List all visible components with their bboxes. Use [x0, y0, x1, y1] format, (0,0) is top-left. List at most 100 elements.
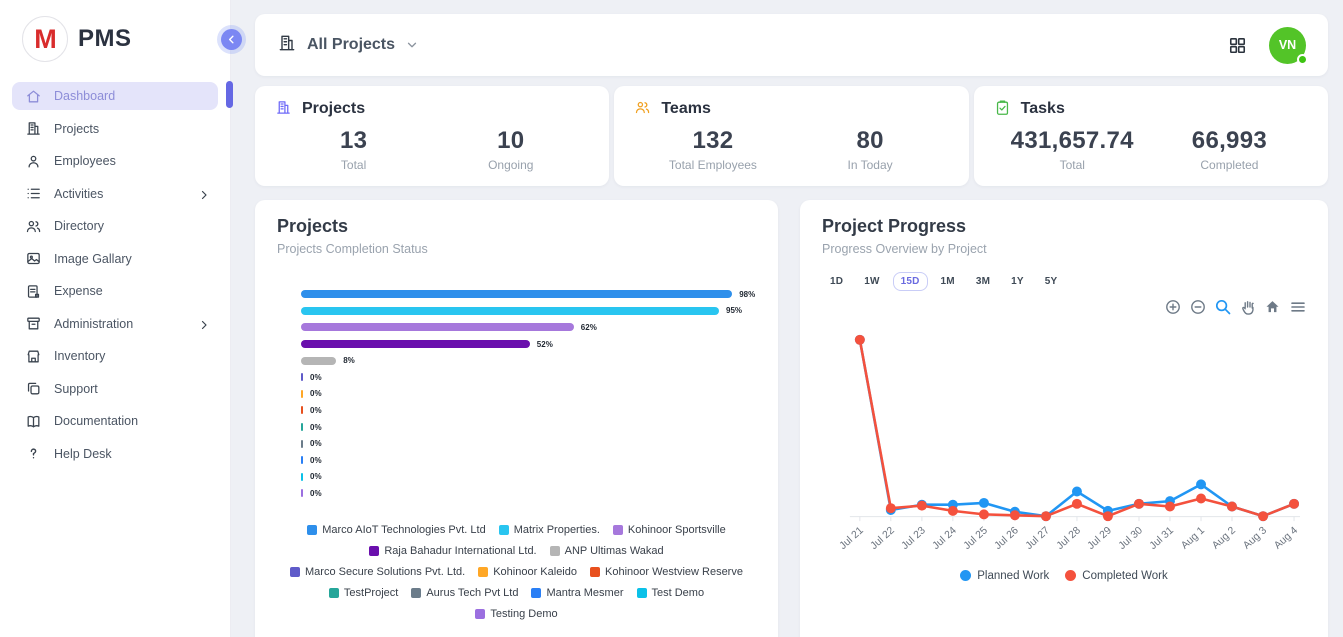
line-chart-legend: Planned Work Completed Work: [822, 570, 1306, 582]
bar-chart-legend: Marco AIoT Technologies Pvt. Ltd Matrix P…: [277, 524, 756, 620]
sidebar-item-help-desk[interactable]: Help Desk: [12, 440, 218, 468]
bar[interactable]: [301, 340, 530, 349]
legend-item-marco-secure-solutions-pvt-ltd[interactable]: Marco Secure Solutions Pvt. Ltd.: [290, 566, 465, 578]
svg-text:Aug 1: Aug 1: [1179, 525, 1207, 552]
stat-card-header: Teams: [634, 99, 948, 118]
legend-item-marco-aiot-technologies-pvt-ltd[interactable]: Marco AIoT Technologies Pvt. Ltd: [307, 524, 486, 536]
bar[interactable]: [301, 423, 303, 432]
legend-item-planned-work[interactable]: Planned Work: [960, 570, 1049, 582]
sidebar-item-label: Support: [54, 381, 98, 396]
legend-label: TestProject: [343, 586, 399, 599]
stat-card-teams: Teams 132 Total Employees 80 In Today: [614, 86, 969, 186]
stats-row: Projects 13 Total 10 Ongoing Teams 132 Total Em…: [255, 86, 1328, 186]
svg-text:Jul 26: Jul 26: [993, 525, 1021, 552]
sidebar-item-label: Documentation: [54, 414, 139, 428]
timeframe-1d[interactable]: 1D: [822, 272, 851, 291]
sidebar-item-label: Inventory: [54, 349, 106, 363]
sidebar-item-documentation[interactable]: Documentation: [12, 407, 218, 435]
apps-grid-icon[interactable]: [1228, 36, 1247, 55]
metric-value: 132: [692, 127, 734, 154]
menu-icon[interactable]: [1290, 299, 1306, 315]
svg-text:Jul 24: Jul 24: [931, 525, 959, 552]
sidebar-item-label: Projects: [54, 121, 100, 136]
avatar[interactable]: VN: [1269, 26, 1308, 65]
legend-item-mantra-mesmer[interactable]: Mantra Mesmer: [531, 586, 624, 599]
zoom-out-icon[interactable]: [1190, 299, 1206, 315]
timeframe-1m[interactable]: 1M: [933, 272, 963, 291]
sidebar-item-label: Dashboard: [54, 89, 116, 103]
bar[interactable]: [301, 472, 303, 481]
bar-row-aurus-tech-pvt-ltd: 0%: [301, 435, 756, 452]
timeframe-15d[interactable]: 15D: [892, 272, 928, 291]
timeframe-3m[interactable]: 3M: [968, 272, 998, 291]
legend-item-test-demo[interactable]: Test Demo: [636, 587, 704, 599]
projects-panel-subtitle: Projects Completion Status: [277, 242, 428, 256]
zoom-in-icon[interactable]: [1165, 299, 1181, 315]
bar[interactable]: [301, 406, 303, 415]
legend-item-testing-demo[interactable]: Testing Demo: [475, 608, 558, 620]
bar[interactable]: [301, 356, 337, 365]
legend-label: Planned Work: [977, 569, 1050, 582]
bar[interactable]: [301, 456, 303, 465]
selection-zoom-icon[interactable]: [1215, 299, 1231, 315]
progress-panel-title: Project Progress: [822, 216, 967, 236]
bar[interactable]: [301, 323, 574, 332]
legend-label: Marco Secure Solutions Pvt. Ltd.: [305, 565, 466, 578]
legend-label: Raja Bahadur International Ltd.: [384, 544, 537, 557]
sidebar-collapse-button[interactable]: [221, 29, 242, 50]
legend-swatch: [498, 524, 509, 535]
stat-metrics: 13 Total 10 Ongoing: [275, 127, 589, 172]
legend-swatch: [590, 566, 600, 577]
bar[interactable]: [301, 489, 303, 498]
legend-item-kohinoor-westview-reserve[interactable]: Kohinoor Westview Reserve: [590, 566, 743, 578]
sidebar-item-directory[interactable]: Directory: [12, 212, 218, 240]
sidebar-item-employees[interactable]: Employees: [12, 147, 218, 175]
sidebar-item-administration[interactable]: Administration: [12, 310, 218, 338]
pan-icon[interactable]: [1240, 299, 1256, 315]
svg-text:Aug 2: Aug 2: [1210, 525, 1238, 552]
timeframe-5y[interactable]: 5Y: [1037, 272, 1066, 291]
sidebar-item-label: Administration: [54, 316, 134, 331]
legend-item-testproject[interactable]: TestProject: [328, 586, 399, 599]
sidebar-item-support[interactable]: Support: [12, 375, 218, 403]
sidebar-item-expense[interactable]: Expense: [12, 277, 218, 305]
app-title: PMS: [78, 25, 132, 52]
sidebar-item-dashboard[interactable]: Dashboard: [12, 82, 218, 110]
progress-line-chart: Jul 21 Jul 22 Jul 23 Jul 24 Jul 25 Jul 26 Jul …: [838, 334, 1300, 552]
legend-item-aurus-tech-pvt-ltd[interactable]: Aurus Tech Pvt Ltd: [411, 587, 518, 599]
sidebar-item-activities[interactable]: Activities: [12, 180, 218, 208]
metric-value: 80: [856, 127, 884, 154]
bar[interactable]: [301, 290, 733, 299]
archive-icon: [24, 315, 42, 333]
list-icon: [24, 185, 42, 203]
sidebar-item-projects[interactable]: Projects: [12, 115, 218, 143]
bar-row-raja-bahadur-international-ltd: 52%: [301, 336, 756, 353]
legend-item-completed-work[interactable]: Completed Work: [1065, 570, 1168, 582]
bar-value-label: 0%: [310, 389, 322, 399]
metric-label: Completed: [1200, 158, 1259, 172]
receipt-icon: [24, 282, 42, 300]
legend-item-matrix-properties[interactable]: Matrix Properties.: [498, 524, 600, 536]
legend-label: ANP Ultimas Wakad: [564, 544, 664, 557]
sidebar-item-image-gallary[interactable]: Image Gallary: [12, 245, 218, 273]
legend-item-kohinoor-sportsville[interactable]: Kohinoor Sportsville: [612, 524, 726, 536]
legend-item-anp-ultimas-wakad[interactable]: ANP Ultimas Wakad: [549, 544, 664, 557]
sidebar-item-inventory[interactable]: Inventory: [12, 342, 218, 370]
legend-label: Mantra Mesmer: [546, 586, 624, 599]
sidebar-item-label: Image Gallary: [54, 251, 132, 266]
bar[interactable]: [301, 439, 303, 448]
timeframe-1w[interactable]: 1W: [856, 272, 887, 291]
legend-item-raja-bahadur-international-ltd[interactable]: Raja Bahadur International Ltd.: [369, 544, 537, 557]
bar[interactable]: [301, 306, 719, 315]
project-filter-dropdown[interactable]: All Projects: [277, 33, 419, 58]
home-icon[interactable]: [1265, 299, 1281, 315]
metric-total: 13 Total: [275, 127, 432, 172]
projects-panel-title: Projects: [277, 216, 349, 236]
legend-item-kohinoor-kaleido[interactable]: Kohinoor Kaleido: [478, 566, 577, 578]
metric-label: Total: [340, 158, 367, 172]
bar[interactable]: [301, 389, 303, 398]
stat-card-title: Projects: [302, 99, 366, 117]
timeframe-1y[interactable]: 1Y: [1003, 272, 1032, 291]
chart-toolbar: [822, 299, 1306, 315]
bar[interactable]: [301, 373, 303, 382]
